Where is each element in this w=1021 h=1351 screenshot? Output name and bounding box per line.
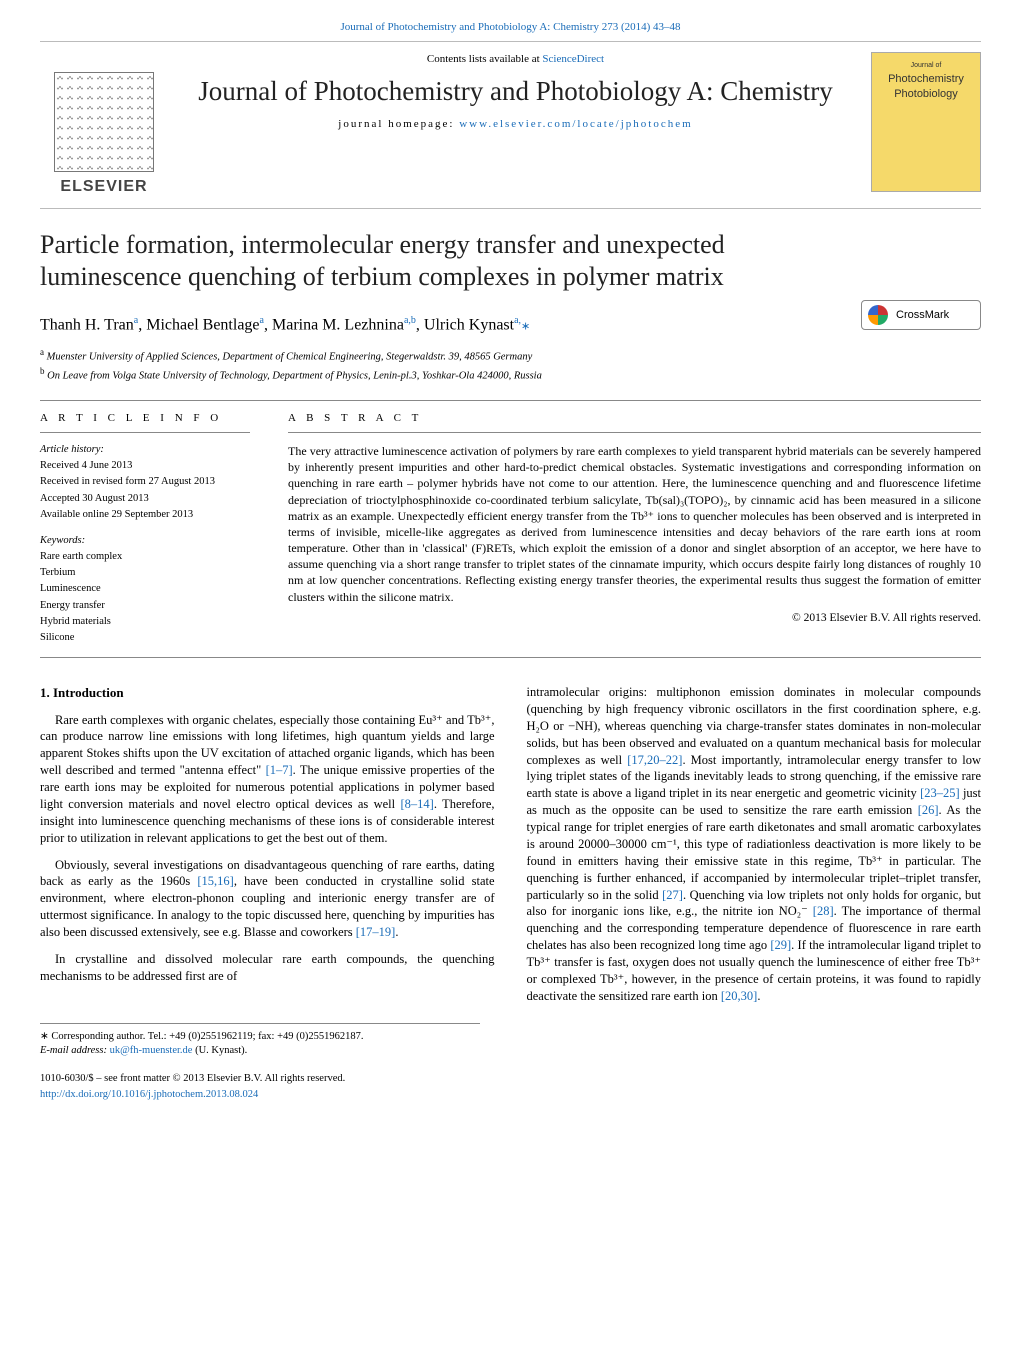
ref-15-16[interactable]: [15,16] — [197, 874, 233, 888]
ref-1-7[interactable]: [1–7] — [266, 763, 293, 777]
paragraph-2: Obviously, several investigations on dis… — [40, 857, 495, 941]
corresponding-footnote: ∗ Corresponding author. Tel.: +49 (0)255… — [40, 1023, 480, 1058]
author-1-aff: a — [134, 315, 138, 326]
journal-name: Journal of Photochemistry and Photobiolo… — [180, 75, 851, 107]
info-abstract-row: a r t i c l e i n f o Article history: R… — [40, 400, 981, 658]
abstract-copyright: © 2013 Elsevier B.V. All rights reserved… — [288, 611, 981, 627]
doi-line: http://dx.doi.org/10.1016/j.jphotochem.2… — [40, 1088, 981, 1102]
thumb-line2: Photochemistry — [876, 72, 976, 87]
history-accepted: Accepted 30 August 2013 — [40, 492, 250, 506]
author-2: Michael Bentlage — [146, 316, 259, 333]
crossmark-label: CrossMark — [896, 308, 949, 323]
ref-27[interactable]: [27] — [662, 888, 683, 902]
body-columns: 1. Introduction Rare earth complexes wit… — [40, 684, 981, 1005]
homepage-link[interactable]: www.elsevier.com/locate/jphotochem — [459, 118, 692, 130]
author-4-aff: a, — [514, 315, 521, 326]
paragraph-1: Rare earth complexes with organic chelat… — [40, 712, 495, 847]
ref-23-25[interactable]: [23–25] — [920, 786, 960, 800]
citation-link-anchor[interactable]: Journal of Photochemistry and Photobiolo… — [340, 21, 680, 33]
homepage-prefix: journal homepage: — [338, 118, 459, 130]
publisher-logo: ELSEVIER — [40, 52, 168, 198]
keyword-2: Luminescence — [40, 582, 250, 596]
article-info-heading: a r t i c l e i n f o — [40, 411, 250, 433]
history-online: Available online 29 September 2013 — [40, 508, 250, 522]
abstract-block: a b s t r a c t The very attractive lumi… — [270, 401, 981, 657]
history-label: Article history: — [40, 443, 250, 457]
front-matter-copyright: 1010-6030/$ – see front matter © 2013 El… — [40, 1072, 981, 1086]
keyword-4: Hybrid materials — [40, 615, 250, 629]
contents-line: Contents lists available at ScienceDirec… — [180, 52, 851, 67]
author-1: Thanh H. Tran — [40, 316, 134, 333]
section-1-heading: 1. Introduction — [40, 684, 495, 702]
email-label: E-mail address: — [40, 1045, 110, 1056]
article-title: Particle formation, intermolecular energ… — [40, 229, 831, 294]
corr-email-line: E-mail address: uk@fh-muenster.de (U. Ky… — [40, 1044, 480, 1058]
keywords-label: Keywords: — [40, 534, 250, 548]
keyword-0: Rare earth complex — [40, 550, 250, 564]
contents-prefix: Contents lists available at — [427, 53, 542, 65]
author-3-aff: a,b — [404, 315, 416, 326]
journal-cover-thumb: Journal of Photochemistry Photobiology — [871, 52, 981, 192]
corresponding-marker: ∗ — [521, 320, 530, 332]
affiliation-b: b On Leave from Volga State University o… — [40, 365, 981, 384]
header-center: Contents lists available at ScienceDirec… — [180, 52, 851, 132]
keyword-5: Silicone — [40, 631, 250, 645]
ref-26[interactable]: [26] — [918, 803, 939, 817]
affiliations: a Muenster University of Applied Science… — [40, 346, 981, 384]
thumb-line1: Journal of — [876, 61, 976, 70]
sciencedirect-link[interactable]: ScienceDirect — [542, 53, 604, 65]
article-info: a r t i c l e i n f o Article history: R… — [40, 401, 270, 657]
email-link[interactable]: uk@fh-muenster.de — [110, 1045, 193, 1056]
crossmark-icon — [868, 305, 888, 325]
ref-17-19[interactable]: [17–19] — [356, 925, 396, 939]
thumb-line3: Photobiology — [876, 87, 976, 102]
ref-28[interactable]: [28] — [813, 904, 834, 918]
paragraph-4: intramolecular origins: multiphonon emis… — [527, 684, 982, 1005]
author-2-aff: a — [260, 315, 264, 326]
crossmark-badge[interactable]: CrossMark — [861, 300, 981, 330]
email-suffix: (U. Kynast). — [192, 1045, 247, 1056]
citation-link: Journal of Photochemistry and Photobiolo… — [0, 0, 1021, 41]
elsevier-tree-icon — [54, 72, 154, 172]
ref-20-30[interactable]: [20,30] — [721, 989, 757, 1003]
ref-29[interactable]: [29] — [770, 938, 791, 952]
keyword-1: Terbium — [40, 566, 250, 580]
ref-8-14[interactable]: [8–14] — [401, 797, 434, 811]
history-revised: Received in revised form 27 August 2013 — [40, 475, 250, 489]
author-4: Ulrich Kynast — [424, 316, 514, 333]
affiliation-a: a Muenster University of Applied Science… — [40, 346, 981, 365]
homepage-line: journal homepage: www.elsevier.com/locat… — [180, 117, 851, 132]
article-body: Particle formation, intermolecular energ… — [0, 229, 1021, 1005]
history-received: Received 4 June 2013 — [40, 459, 250, 473]
keyword-3: Energy transfer — [40, 599, 250, 613]
paragraph-3: In crystalline and dissolved molecular r… — [40, 951, 495, 985]
author-3: Marina M. Lezhnina — [272, 316, 404, 333]
abstract-text: The very attractive luminescence activat… — [288, 443, 981, 605]
journal-header: ELSEVIER Contents lists available at Sci… — [40, 41, 981, 209]
author-list: Thanh H. Trana, Michael Bentlagea, Marin… — [40, 314, 981, 336]
abstract-heading: a b s t r a c t — [288, 411, 981, 433]
ref-17-20-22[interactable]: [17,20–22] — [627, 753, 682, 767]
publisher-name: ELSEVIER — [60, 176, 147, 198]
doi-link[interactable]: http://dx.doi.org/10.1016/j.jphotochem.2… — [40, 1089, 258, 1100]
corr-tel-fax: ∗ Corresponding author. Tel.: +49 (0)255… — [40, 1030, 480, 1044]
